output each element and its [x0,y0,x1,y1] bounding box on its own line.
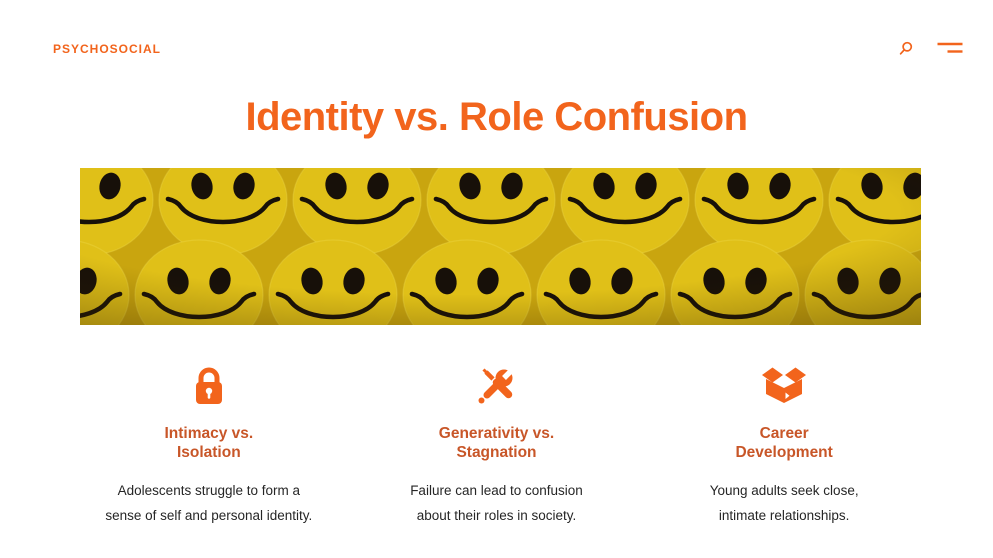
feature-intimacy-vs-isolation: Intimacy vs. Isolation Adolescents strug… [70,364,348,529]
search-button[interactable] [898,41,914,57]
topbar: PSYCHOSOCIAL [0,0,993,72]
menu-button[interactable] [937,42,963,55]
feature-description: Adolescents struggle to form a sense of … [105,482,313,523]
feature-career-development: Career Development Young adults seek clo… [645,364,923,529]
feature-icon-wrap [645,364,923,408]
smiley-banner-svg [80,168,921,325]
lock-icon [195,367,222,404]
feature-title: Intimacy vs. Isolation [164,425,254,462]
feature-title: Career Development [735,425,833,462]
feature-generativity-vs-stagnation: Generativity vs. Stagnation Failure can … [358,364,636,529]
smiley-banner-image [80,168,921,325]
tools-icon [478,365,518,404]
open-box-icon [762,367,807,403]
feature-icon-wrap [70,364,348,408]
features-section: Intimacy vs. Isolation Adolescents strug… [70,364,923,529]
feature-title: Generativity vs. Stagnation [438,425,555,462]
feature-icon-wrap [358,364,636,408]
feature-description: Young adults seek close, intimate relati… [709,482,859,523]
site-logo[interactable]: PSYCHOSOCIAL [53,42,162,56]
search-icon [899,41,913,55]
hamburger-menu-icon [937,42,963,53]
feature-description: Failure can lead to confusion about thei… [410,482,583,523]
page-title: Identity vs. Role Confusion [245,95,748,139]
